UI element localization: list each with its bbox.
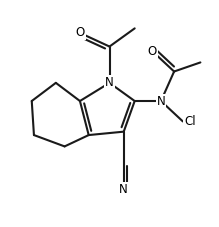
Text: O: O — [75, 26, 85, 39]
Text: O: O — [148, 44, 157, 58]
Text: N: N — [157, 94, 165, 108]
Text: N: N — [105, 76, 114, 89]
Text: Cl: Cl — [184, 115, 196, 128]
Text: N: N — [119, 183, 128, 196]
